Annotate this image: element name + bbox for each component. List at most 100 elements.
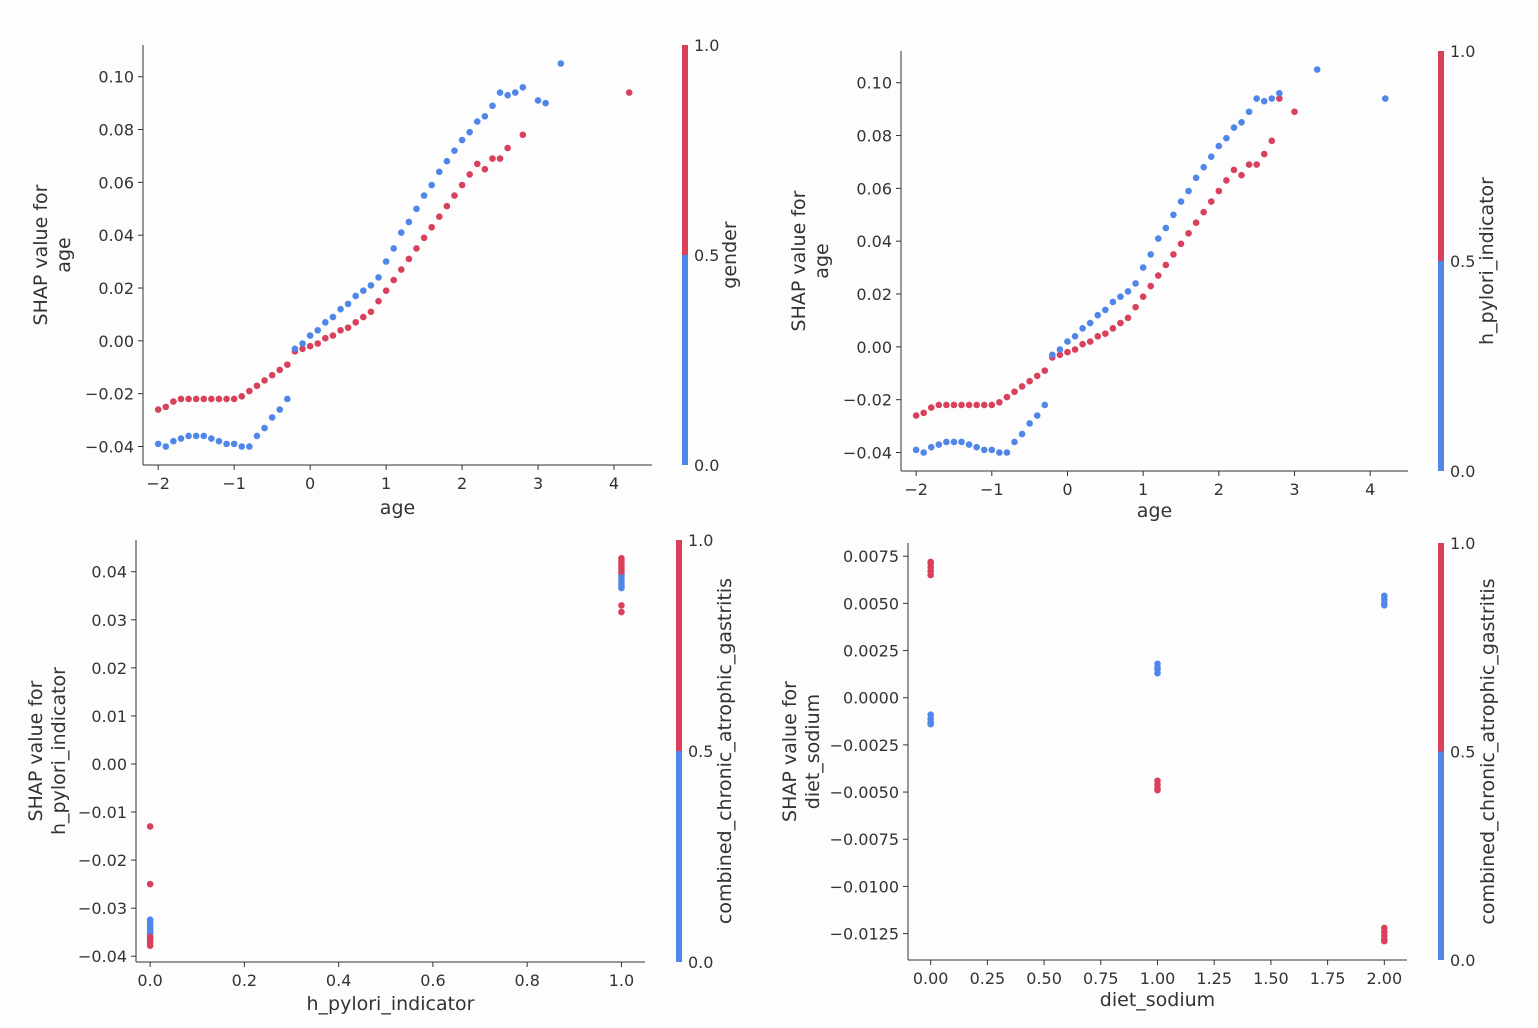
data-point [1071,332,1079,340]
data-point [1313,66,1321,73]
x-tick-label: −2 [146,474,170,493]
y-tick-label: −0.0025 [830,736,899,755]
data-point [1200,163,1207,171]
data-point [1162,261,1170,269]
y-axis-label-line: age [53,237,75,272]
data-point [481,113,489,120]
data-point [443,202,451,210]
data-point [329,332,337,339]
colorbar-high [1438,543,1444,752]
y-tick-label: 0.0050 [843,594,899,613]
y-tick-label: 0.00 [91,755,127,774]
data-point [352,292,360,300]
scatter-series [912,66,1389,456]
data-point [170,398,177,405]
data-point [1071,346,1079,353]
data-point [1056,346,1064,353]
data-point [146,942,154,949]
x-tick-label: 0.00 [913,969,949,988]
data-point [238,393,246,400]
colorbar-tick-label: 0.0 [688,953,713,972]
y-tick-label: −0.01 [78,803,127,822]
data-point [958,438,965,446]
y-tick-label: −0.0050 [830,783,899,802]
data-point [337,305,344,313]
data-point [996,449,1003,456]
data-point [253,432,261,440]
y-tick-label: 0.0000 [843,689,899,708]
data-point [1238,171,1245,179]
data-point [1079,325,1086,332]
y-tick-label: −0.02 [843,391,892,410]
data-point [1147,251,1155,258]
data-point [1041,367,1049,374]
data-point [935,441,943,448]
data-point [223,440,230,448]
x-tick-label: 0.25 [970,969,1006,988]
data-point [950,401,958,409]
data-point [1102,330,1109,337]
data-point [1291,108,1298,116]
data-point [413,245,420,252]
y-tick-label: −0.04 [85,438,134,457]
data-point [162,443,170,450]
data-point [170,437,177,445]
data-point [420,234,428,242]
data-point [1253,95,1260,102]
data-point [375,274,382,281]
colorbar-tick-label: 0.5 [1450,252,1475,271]
scatter-series [154,89,633,413]
data-point [1026,420,1033,427]
y-axis-label: SHAP value forage [30,184,75,325]
x-tick-label: 1.25 [1196,969,1232,988]
data-point [428,223,435,231]
data-point [1117,293,1124,300]
colorbar-label: h_pylori_indicator [1476,177,1498,345]
data-point [1102,306,1109,314]
y-axis-label-line: SHAP value for [779,681,801,822]
y-tick-label: 0.08 [98,121,134,140]
colorbar-label: gender [719,221,741,289]
data-point [1230,124,1238,131]
y-tick-label: 0.04 [98,226,134,245]
data-point [1276,95,1283,102]
colorbar-tick-label: 0.0 [1450,462,1475,481]
data-point [1245,161,1253,168]
data-point [1018,383,1026,390]
data-point [360,313,367,321]
x-tick-label: 2 [457,474,467,493]
data-point [1381,937,1388,945]
data-point [1041,401,1049,409]
data-point [496,155,504,162]
y-tick-label: −0.0100 [830,877,899,896]
x-tick-label: 2.00 [1367,969,1403,988]
colorbar-high [1438,51,1444,261]
data-point [481,165,489,173]
x-tick-label: 0.50 [1026,969,1062,988]
scatter-series [927,558,1388,945]
y-tick-label: 0.02 [98,279,134,298]
data-point [1033,412,1041,419]
y-tick-label: 0.06 [98,173,134,192]
data-point [618,602,625,609]
data-point [177,435,185,442]
data-point [950,438,958,446]
y-tick-label: −0.0125 [830,925,899,944]
data-point [1200,208,1207,216]
data-point [1381,95,1389,102]
data-point [276,366,284,374]
data-point [299,345,306,353]
data-point [299,340,306,347]
x-tick-label: 3 [1289,480,1299,499]
data-point [1238,119,1245,126]
data-point [1094,332,1102,340]
data-point [996,399,1003,406]
data-point [420,192,428,199]
y-tick-label: −0.03 [78,899,127,918]
data-point [973,443,980,451]
data-point [246,387,253,395]
x-axis-label: age [380,497,415,519]
data-point [519,131,527,139]
scatter-series [146,570,625,941]
data-point [1154,669,1161,677]
